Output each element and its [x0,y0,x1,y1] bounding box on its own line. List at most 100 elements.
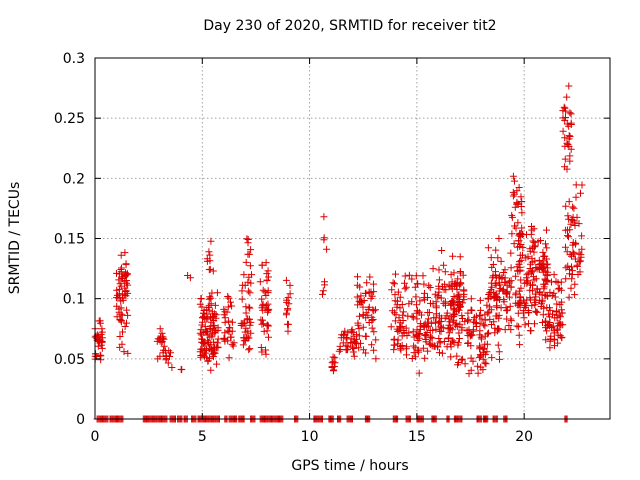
data-point [428,334,436,342]
data-point [575,258,583,266]
data-point [284,294,292,302]
data-point [507,264,515,272]
data-point [515,323,523,331]
data-point [481,350,489,358]
data-point [205,306,213,314]
data-point [445,315,453,323]
data-point [98,328,106,336]
data-point [492,290,500,298]
data-point [416,297,424,305]
data-point [201,340,209,348]
data-point [440,299,448,307]
data-point [507,283,515,291]
data-point [505,277,513,285]
data-point [526,265,534,272]
data-point [156,352,164,360]
data-point [350,345,358,352]
data-point [501,266,509,274]
data-point [197,326,205,334]
data-point [487,254,495,262]
data-point [243,235,251,243]
data-point [116,316,124,324]
data-point [565,233,572,241]
data-point [264,322,272,330]
data-point [455,329,463,337]
data-point [496,355,503,363]
data-point [207,318,215,326]
data-point [263,276,271,284]
data-point [363,279,371,287]
data-point [247,279,255,287]
data-point [124,311,132,319]
data-point [419,344,427,352]
data-point [512,291,520,299]
data-point [562,275,570,283]
data-point [548,292,556,299]
data-point [556,301,564,309]
data-point [331,354,339,362]
data-point [356,298,364,306]
data-point [530,248,538,256]
data-point [516,263,524,271]
data-point [200,346,208,354]
data-point [246,304,254,312]
data-point [391,341,399,349]
y-tick-label: 0 [76,412,85,428]
data-point [568,263,575,271]
data-point [543,226,550,234]
data-point [284,320,292,328]
data-point [565,215,573,223]
data-point [261,288,269,296]
data-point [507,315,515,323]
data-point [528,223,535,230]
data-point [526,327,534,335]
data-point [372,355,380,363]
y-tick-label: 0.1 [63,292,85,308]
data-point [570,204,578,212]
data-point [362,289,370,297]
data-point [572,181,580,189]
data-point [567,121,575,128]
data-point [123,271,131,279]
data-point [389,279,397,287]
data-point [207,237,215,245]
data-point [321,278,328,286]
data-point [357,292,365,300]
data-point [328,359,336,367]
data-point [225,317,233,325]
data-point [476,342,484,350]
data-point [229,342,237,350]
data-point [432,304,440,312]
data-point [492,246,500,254]
data-point [576,268,584,276]
data-point [565,293,573,301]
data-point [206,345,213,353]
data-point [221,314,229,322]
data-point [244,287,252,295]
data-point [541,267,549,275]
data-point [413,309,421,317]
data-point [247,246,255,254]
data-point [207,341,215,349]
data-point [566,152,574,160]
data-point [477,333,485,341]
data-point [96,319,104,327]
data-point [121,323,129,330]
data-point [124,349,132,357]
data-point [458,326,466,334]
data-point [412,331,420,339]
data-point [465,316,473,324]
data-point [256,278,264,286]
y-axis-label: SRMTID / TECUs [7,182,23,295]
data-point [517,203,525,210]
data-point [511,222,518,230]
data-point [438,247,446,254]
data-point [438,349,446,357]
data-point [522,274,530,282]
data-point [391,317,399,325]
data-point [257,344,265,351]
data-point [410,342,418,350]
data-point [572,193,580,201]
data-point [225,294,233,302]
data-point [480,321,488,329]
